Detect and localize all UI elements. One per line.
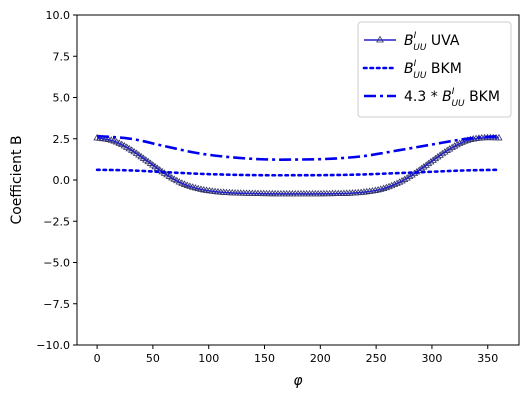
series-1 xyxy=(95,168,501,177)
y-tick-label: −7.5 xyxy=(43,298,70,311)
legend-label-suffix: BKM xyxy=(426,61,461,77)
x-tick-label: 300 xyxy=(421,352,442,365)
legend-label: BI UU BKM xyxy=(404,59,462,81)
legend-label-base: B xyxy=(404,61,414,77)
series-2 xyxy=(96,134,500,161)
legend-box xyxy=(357,21,512,118)
legend-label-sup: I xyxy=(452,87,455,97)
legend-label-sup: I xyxy=(414,31,417,41)
legend-label: 4.3 * BI UU BKM xyxy=(404,87,500,109)
ticks-layer: 0 50 100 150 200 250 300 350 −10.0 −7.5 −5.0 −2.5 0.… xyxy=(36,9,498,365)
x-axis-label: φ xyxy=(293,373,303,389)
legend-label-sup: I xyxy=(414,59,417,69)
legend-label: BI UU UVA xyxy=(404,31,460,53)
y-axis-label: Coefficient B xyxy=(9,135,25,224)
y-tick-label: −2.5 xyxy=(43,215,70,228)
legend-label-suffix: BKM xyxy=(465,89,500,105)
legend-entry: 4.3 * BI UU BKM xyxy=(364,87,500,109)
x-tick-label: 150 xyxy=(254,352,275,365)
y-tick-label: 10.0 xyxy=(46,9,71,22)
y-tick-label: 5.0 xyxy=(53,92,71,105)
x-tick-label: 50 xyxy=(146,352,160,365)
x-tick-label: 200 xyxy=(310,352,331,365)
legend-label-sub: UU xyxy=(413,43,427,53)
series-line xyxy=(95,168,501,177)
series-layer xyxy=(93,133,503,197)
x-tick-label: 350 xyxy=(477,352,498,365)
legend-entry: BI UU UVA xyxy=(364,31,460,53)
legend-label-base: B xyxy=(442,89,452,105)
legend-label-sub: UU xyxy=(451,99,465,109)
legend-label-prefix: 4.3 * xyxy=(404,89,442,105)
legend-label-suffix: UVA xyxy=(426,33,459,49)
y-tick-label: −10.0 xyxy=(36,339,70,352)
legend-label-base: B xyxy=(404,33,414,49)
legend-label-sub: UU xyxy=(413,71,427,81)
legend-entry: BI UU BKM xyxy=(362,59,462,81)
y-tick-label: 2.5 xyxy=(53,133,71,146)
y-tick-label: −5.0 xyxy=(43,257,70,270)
y-tick-label: 0.0 xyxy=(53,174,71,187)
x-tick-label: 100 xyxy=(198,352,219,365)
y-tick-label: 7.5 xyxy=(53,50,71,63)
x-tick-label: 0 xyxy=(94,352,101,365)
series-line xyxy=(96,134,500,161)
legend-marker xyxy=(376,35,384,43)
x-tick-label: 250 xyxy=(366,352,387,365)
